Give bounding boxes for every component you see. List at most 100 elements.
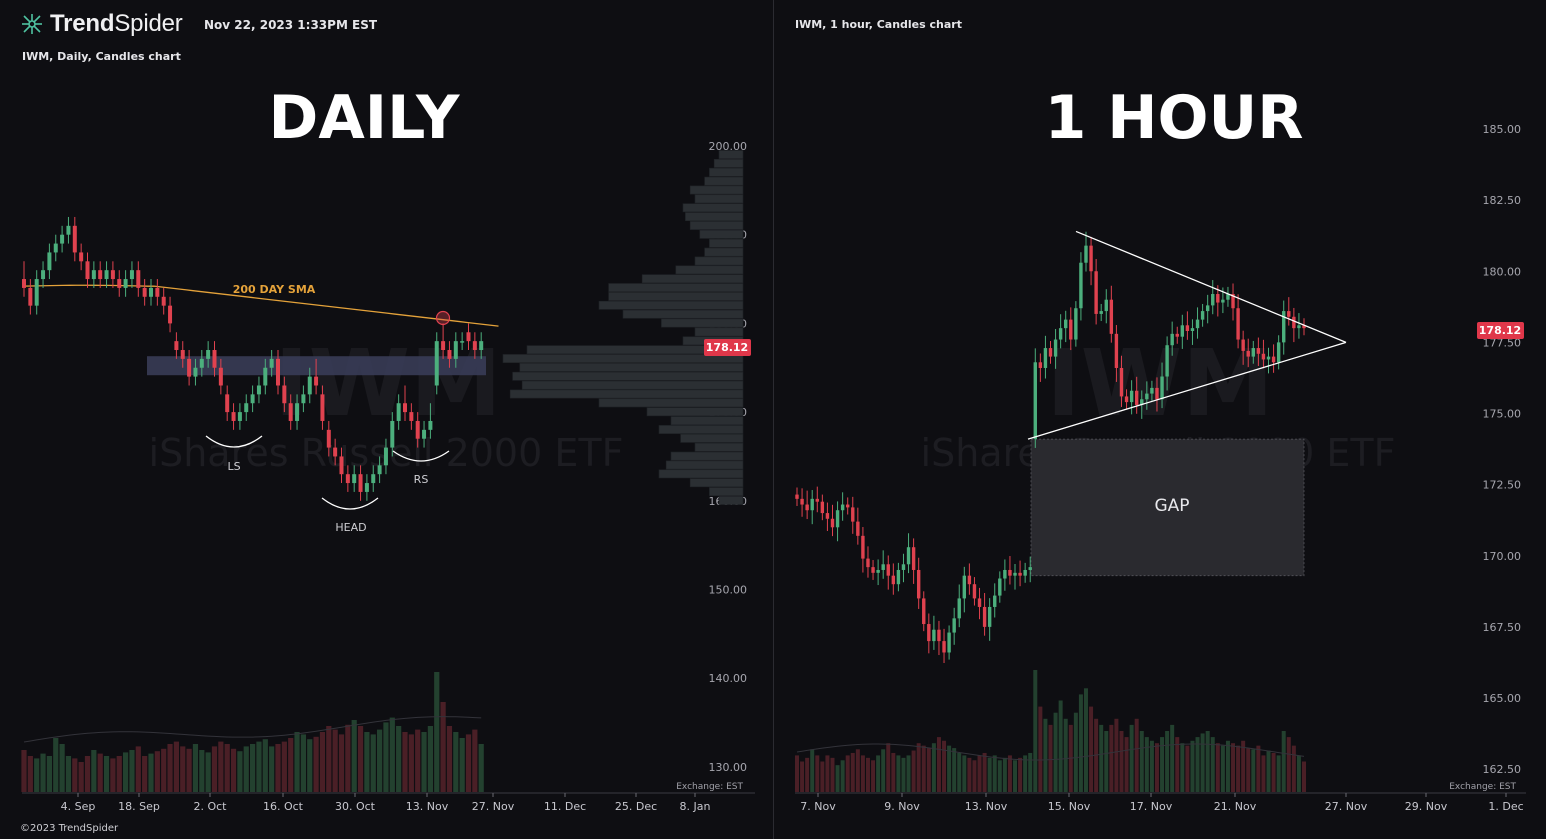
volume-bar xyxy=(199,750,205,792)
x-tick-label: 18. Sep xyxy=(118,800,160,813)
x-tick-label: 25. Dec xyxy=(615,800,657,813)
volume-profile-bar xyxy=(709,238,744,248)
candle-body xyxy=(314,376,319,386)
volume-bar xyxy=(871,760,876,792)
candle-body xyxy=(916,569,921,599)
candle-body xyxy=(441,341,446,351)
x-tick-label: 2. Oct xyxy=(193,800,227,813)
candle-body xyxy=(856,521,860,536)
volume-profile-bar xyxy=(718,150,744,159)
volume-bar xyxy=(810,749,815,792)
x-tick-label: 8. Jan xyxy=(680,800,711,813)
candle-body xyxy=(85,261,90,280)
volume-profile-bar xyxy=(675,265,744,275)
candle-body xyxy=(830,518,835,528)
volume-profile-bar xyxy=(608,283,744,292)
volume-bar xyxy=(1114,718,1119,792)
volume-bar xyxy=(186,748,192,792)
volume-bar xyxy=(911,750,916,792)
candle-body xyxy=(901,564,906,570)
volume-average-line xyxy=(796,743,1305,761)
volume-profile-bar xyxy=(641,274,744,284)
volume-bar xyxy=(1291,745,1296,792)
volume-bar xyxy=(396,726,402,792)
candle-body xyxy=(1089,245,1093,272)
volume-bar xyxy=(161,748,167,792)
candle-body xyxy=(1114,333,1119,368)
x-tick-label: 27. Nov xyxy=(1325,800,1368,813)
volume-bar xyxy=(921,745,926,792)
volume-bar xyxy=(1124,737,1129,792)
volume-profile-bar xyxy=(680,433,744,443)
candle-body xyxy=(967,575,972,585)
candle-body xyxy=(1129,390,1134,403)
volume-bar xyxy=(345,724,351,792)
volume-profile-bar xyxy=(670,416,744,426)
candle-body xyxy=(1079,262,1083,309)
candle-body xyxy=(810,498,814,511)
volume-bar xyxy=(840,760,845,792)
candle-body xyxy=(1074,308,1078,340)
candle-body xyxy=(1028,567,1032,570)
y-tick-label: 150.00 xyxy=(709,584,748,597)
candle-body xyxy=(206,350,211,359)
candle-body xyxy=(1251,348,1255,357)
candle-body xyxy=(142,287,147,297)
volume-bar xyxy=(78,762,84,792)
volume-bar xyxy=(237,751,243,792)
volume-bar xyxy=(1013,760,1018,792)
candle-body xyxy=(1200,311,1205,320)
volume-profile-bar xyxy=(598,398,744,408)
candle-body xyxy=(225,394,230,413)
volume-bar xyxy=(408,734,414,792)
volume-profile-bar xyxy=(521,380,744,390)
candle-body xyxy=(1048,348,1053,357)
volume-bar xyxy=(326,726,332,792)
volume-bar xyxy=(1231,743,1236,792)
candle-body xyxy=(957,598,961,619)
volume-bar xyxy=(957,752,962,792)
volume-bar xyxy=(319,732,326,792)
volume-bar xyxy=(1266,750,1271,792)
candle-body xyxy=(840,504,845,511)
volume-bar xyxy=(377,729,383,792)
volume-bar xyxy=(1160,737,1165,792)
volume-profile-bar xyxy=(509,389,744,399)
candle-body xyxy=(390,420,395,448)
volume-bar xyxy=(1043,718,1048,792)
volume-bar xyxy=(288,738,294,792)
volume-bar xyxy=(1048,724,1053,792)
volume-bar xyxy=(59,744,65,792)
candle-body xyxy=(1140,399,1144,405)
volume-bar xyxy=(167,744,173,792)
volume-bar xyxy=(1165,731,1170,792)
volume-profile-bar xyxy=(694,256,744,266)
volume-bar xyxy=(1018,757,1023,792)
volume-profile-bar xyxy=(622,309,744,319)
volume-bar xyxy=(1190,740,1195,792)
volume-bar xyxy=(421,732,427,792)
price-badge-daily: 178.12 xyxy=(706,341,748,354)
sma-200-line xyxy=(23,284,499,327)
candle-body xyxy=(1271,356,1276,363)
head-label: HEAD xyxy=(335,521,366,534)
volume-bar xyxy=(992,755,997,792)
candle-body xyxy=(345,474,350,484)
volume-bar xyxy=(886,743,891,792)
y-tick-label: 200.00 xyxy=(709,140,748,153)
volume-profile-bar xyxy=(512,371,744,381)
volume-profile-bar xyxy=(704,247,744,257)
candle-body xyxy=(1226,294,1230,300)
candle-body xyxy=(250,394,255,404)
candle-body xyxy=(168,305,173,324)
price-badge-hourly-bg xyxy=(1477,322,1524,339)
brand-name: TrendSpider xyxy=(50,10,183,37)
exchange-daily: Exchange: EST xyxy=(676,782,743,792)
copyright: ©2023 TrendSpider xyxy=(20,823,119,834)
candle-body xyxy=(47,252,52,271)
volume-bar xyxy=(243,746,249,792)
volume-profile-bar xyxy=(699,229,744,239)
candle-body xyxy=(41,270,46,280)
volume-bar xyxy=(1246,748,1251,792)
candle-body xyxy=(288,403,293,421)
